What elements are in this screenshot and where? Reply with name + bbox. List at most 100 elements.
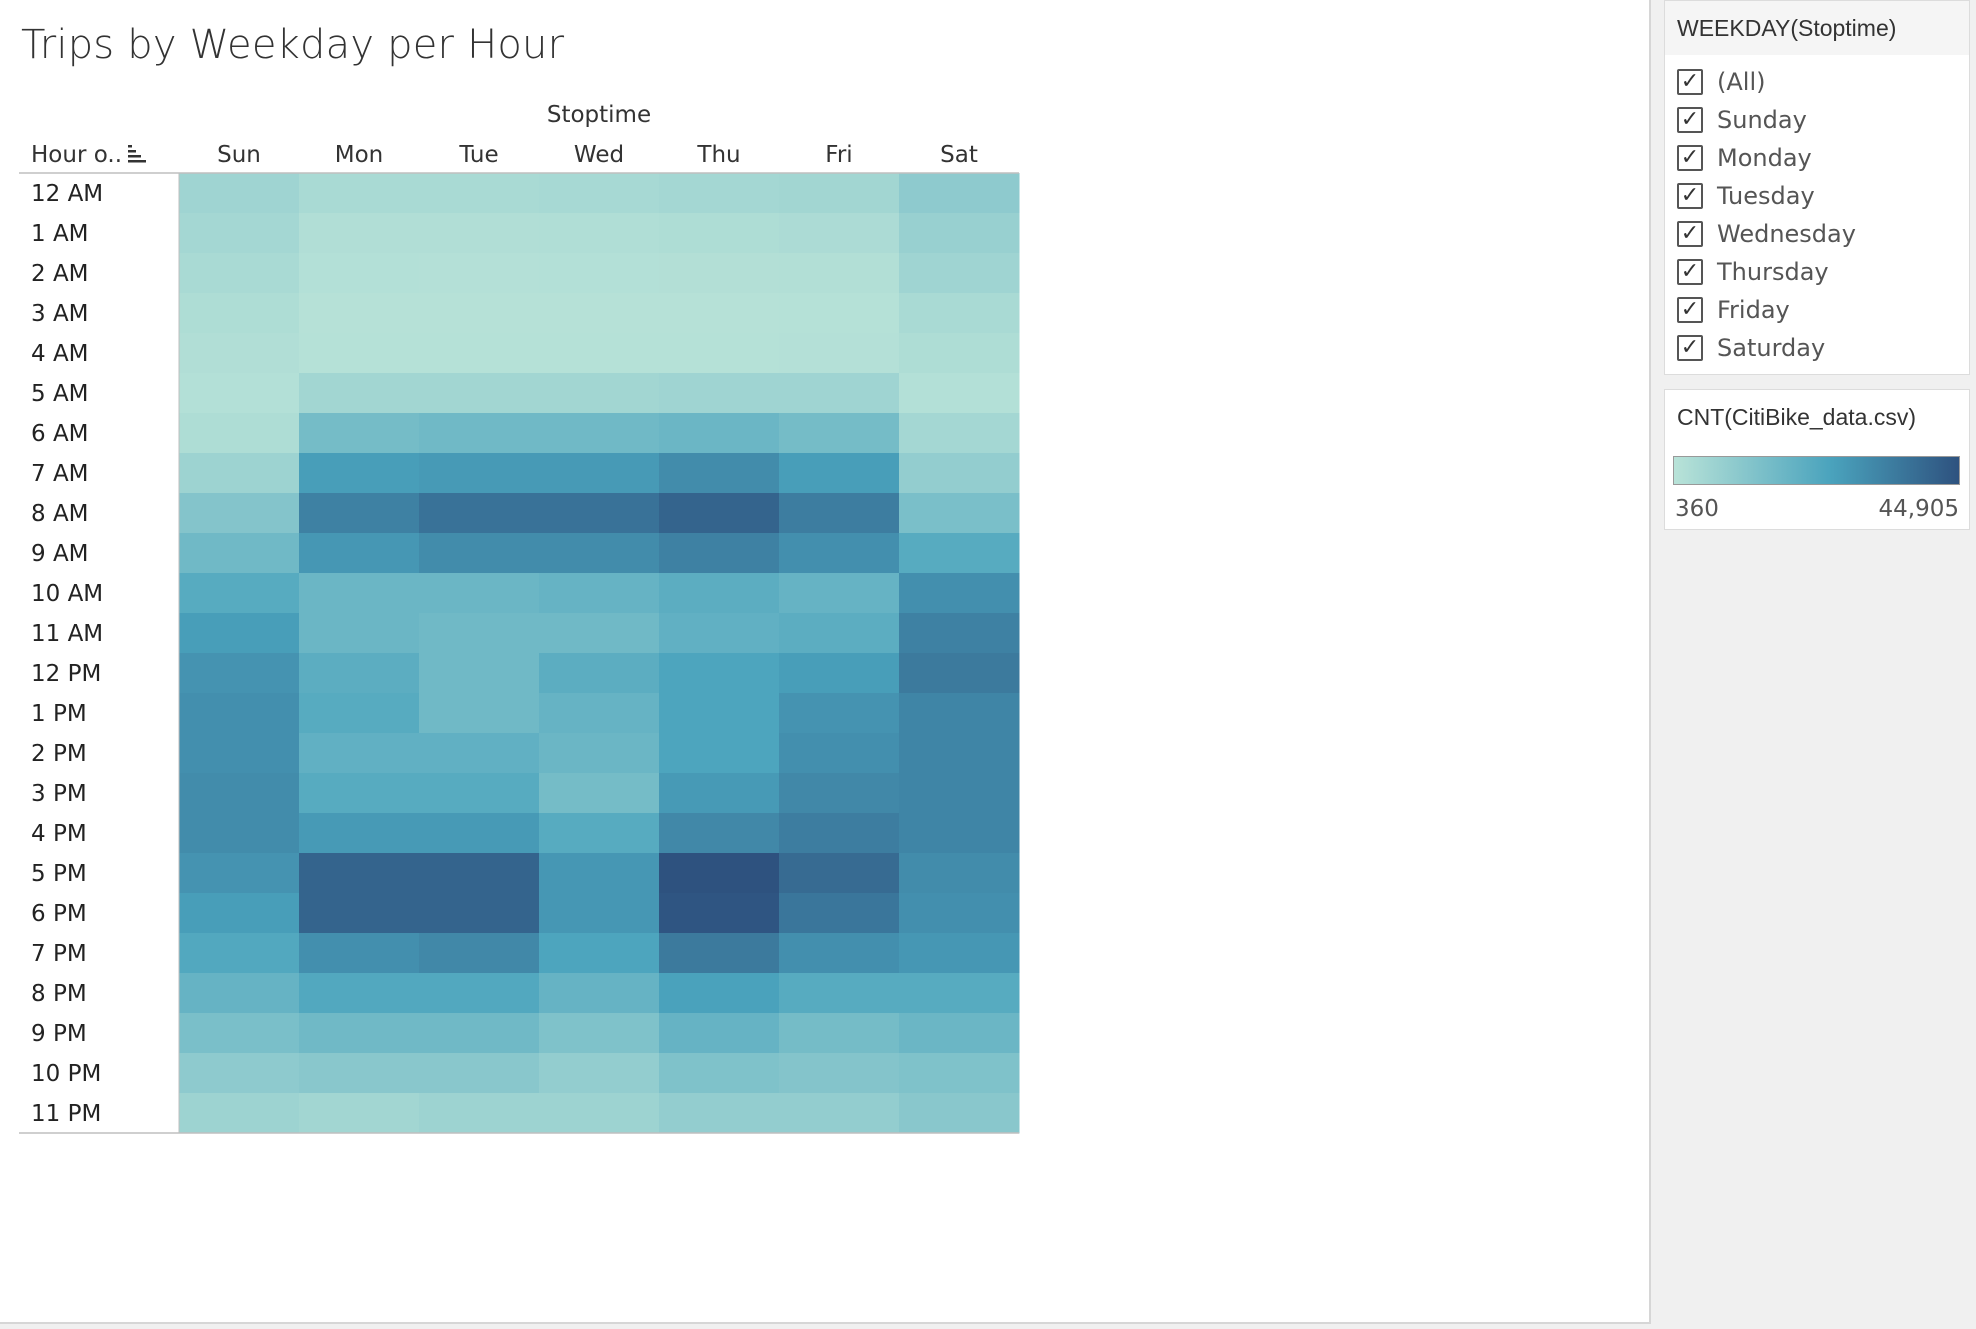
filter-item[interactable]: ✓ Wednesday [1677,217,1957,251]
filter-item[interactable]: ✓ Thursday [1677,255,1957,289]
heatmap-cell[interactable] [299,493,420,534]
heatmap-cell[interactable] [659,933,780,974]
heatmap-cell[interactable] [299,373,420,414]
heatmap-cell[interactable] [299,613,420,654]
heatmap-cell[interactable] [659,1053,780,1094]
heatmap-cell[interactable] [779,173,900,214]
heatmap-cell[interactable] [419,933,540,974]
heatmap-cell[interactable] [899,253,1020,294]
heatmap-cell[interactable] [659,173,780,214]
heatmap-cell[interactable] [419,853,540,894]
heatmap-cell[interactable] [179,373,300,414]
heatmap-cell[interactable] [539,973,660,1014]
filter-item[interactable]: ✓ Tuesday [1677,179,1957,213]
heatmap-cell[interactable] [299,693,420,734]
heatmap-cell[interactable] [539,373,660,414]
heatmap-cell[interactable] [659,653,780,694]
heatmap-cell[interactable] [299,773,420,814]
heatmap-cell[interactable] [179,933,300,974]
heatmap-cell[interactable] [539,853,660,894]
heatmap-cell[interactable] [539,573,660,614]
heatmap-cell[interactable] [659,973,780,1014]
heatmap-cell[interactable] [779,1053,900,1094]
filter-item[interactable]: ✓ Monday [1677,141,1957,175]
heatmap-cell[interactable] [779,853,900,894]
heatmap-cell[interactable] [659,773,780,814]
heatmap-cell[interactable] [659,733,780,774]
heatmap-cell[interactable] [899,893,1020,934]
heatmap-cell[interactable] [419,693,540,734]
heatmap-cell[interactable] [659,533,780,574]
heatmap-cell[interactable] [899,453,1020,494]
heatmap-cell[interactable] [299,573,420,614]
heatmap-cell[interactable] [419,1093,540,1134]
heatmap-cell[interactable] [419,773,540,814]
heatmap-cell[interactable] [899,973,1020,1014]
heatmap-cell[interactable] [659,493,780,534]
sort-icon[interactable] [128,145,146,163]
heatmap-cell[interactable] [779,893,900,934]
heatmap-cell[interactable] [419,1053,540,1094]
heatmap-cell[interactable] [539,213,660,254]
heatmap-cell[interactable] [179,773,300,814]
heatmap-cell[interactable] [539,653,660,694]
heatmap-cell[interactable] [179,893,300,934]
checkbox[interactable]: ✓ [1677,221,1703,247]
heatmap-cell[interactable] [299,853,420,894]
heatmap-cell[interactable] [419,813,540,854]
heatmap-cell[interactable] [179,853,300,894]
heatmap-cell[interactable] [899,933,1020,974]
heatmap-cell[interactable] [659,293,780,334]
heatmap-cell[interactable] [419,413,540,454]
heatmap-cell[interactable] [899,1093,1020,1134]
heatmap-cell[interactable] [179,533,300,574]
heatmap-cell[interactable] [179,253,300,294]
heatmap-cell[interactable] [419,453,540,494]
heatmap-cell[interactable] [539,533,660,574]
heatmap-cell[interactable] [419,573,540,614]
heatmap-cell[interactable] [179,653,300,694]
heatmap-cell[interactable] [899,293,1020,334]
heatmap-cell[interactable] [779,293,900,334]
heatmap-cell[interactable] [779,773,900,814]
heatmap-cell[interactable] [779,1093,900,1134]
heatmap-cell[interactable] [539,893,660,934]
heatmap-cell[interactable] [779,253,900,294]
heatmap-cell[interactable] [659,853,780,894]
checkbox[interactable]: ✓ [1677,335,1703,361]
heatmap-cell[interactable] [299,253,420,294]
heatmap-cell[interactable] [659,213,780,254]
checkbox[interactable]: ✓ [1677,297,1703,323]
heatmap-cell[interactable] [299,333,420,374]
heatmap-cell[interactable] [419,653,540,694]
filter-item[interactable]: ✓ Saturday [1677,331,1957,365]
checkbox[interactable]: ✓ [1677,145,1703,171]
heatmap-cell[interactable] [419,893,540,934]
heatmap-cell[interactable] [899,493,1020,534]
heatmap-cell[interactable] [659,453,780,494]
heatmap-cell[interactable] [419,613,540,654]
heatmap-cell[interactable] [899,1013,1020,1054]
heatmap-cell[interactable] [779,453,900,494]
heatmap-cell[interactable] [179,173,300,214]
heatmap-cell[interactable] [179,293,300,334]
checkbox[interactable]: ✓ [1677,183,1703,209]
heatmap-cell[interactable] [539,773,660,814]
heatmap-cell[interactable] [419,1013,540,1054]
heatmap-cell[interactable] [299,1093,420,1134]
heatmap-cell[interactable] [899,773,1020,814]
heatmap-cell[interactable] [779,653,900,694]
heatmap-cell[interactable] [179,973,300,1014]
heatmap-cell[interactable] [299,173,420,214]
filter-item[interactable]: ✓ Friday [1677,293,1957,327]
heatmap-cell[interactable] [299,733,420,774]
heatmap-cell[interactable] [179,1053,300,1094]
heatmap-cell[interactable] [299,293,420,334]
filter-item[interactable]: ✓ (All) [1677,65,1957,99]
heatmap-cell[interactable] [899,613,1020,654]
heatmap-cell[interactable] [899,533,1020,574]
heatmap-cell[interactable] [899,213,1020,254]
heatmap-cell[interactable] [179,333,300,374]
heatmap-cell[interactable] [419,733,540,774]
heatmap-cell[interactable] [659,693,780,734]
